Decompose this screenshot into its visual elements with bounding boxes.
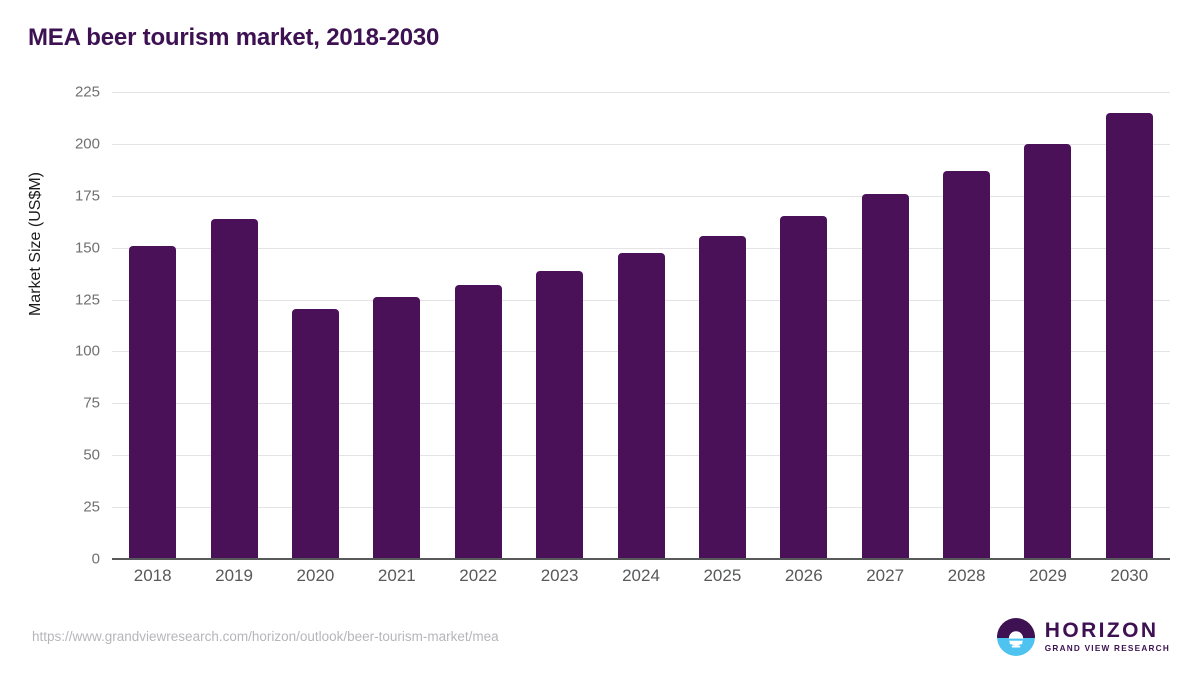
y-tick-label: 150 [74,239,100,257]
x-tick-label: 2027 [866,566,905,585]
bar-2025[interactable] [698,236,746,559]
gridline [112,143,1170,145]
x-tick-label: 2023 [540,566,579,585]
bar-2019[interactable] [210,218,258,559]
plot-area [112,92,1170,560]
y-tick-label: 100 [74,342,100,360]
y-tick-label: 225 [74,83,100,101]
y-tick-label: 50 [83,446,100,464]
brand-logo: HORIZON GRAND VIEW RESEARCH [996,617,1170,657]
horizon-sunset-circle-icon [996,618,1035,656]
x-tick-label: 2020 [296,566,335,585]
x-tick-label: 2030 [1110,566,1149,585]
brand-tagline: GRAND VIEW RESEARCH [1044,644,1170,654]
y-tick-label: 125 [74,291,100,309]
x-tick-label: 2024 [622,566,660,585]
x-tick-label: 2025 [703,566,742,585]
x-tick-label: 2029 [1029,566,1067,585]
brand-name: HORIZON [1044,619,1159,643]
x-tick-label: 2026 [784,566,823,585]
x-axis-tick-labels: 2018 2019 2020 2021 2022 2023 2024 2025 2026 2027… [112,566,1170,596]
x-tick-label: 2019 [215,566,253,585]
source-url[interactable]: https://www.grandviewresearch.com/horizo… [32,629,499,644]
bar-2021[interactable] [373,297,421,559]
bar-2022[interactable] [454,285,502,559]
x-axis-line [112,558,1170,560]
brand-text: HORIZON GRAND VIEW RESEARCH [1045,620,1170,653]
y-axis-tick-labels: 0 25 50 75 100 125 150 175 200 225 [44,84,100,568]
gridline [112,92,1170,93]
y-tick-label: 200 [74,135,100,153]
bar-2018[interactable] [129,245,177,559]
x-tick-label: 2022 [459,566,498,585]
x-tick-label: 2028 [947,566,986,585]
bar-2028[interactable] [943,170,991,559]
bar-2024[interactable] [617,252,665,559]
bar-2020[interactable] [291,308,339,559]
y-axis-title: Market Size (US$M) [27,171,44,317]
bar-2029[interactable] [1024,143,1072,559]
page-title: MEA beer tourism market, 2018-2030 [28,24,440,51]
gridline [112,247,1170,249]
y-tick-label: 0 [91,550,100,568]
x-tick-label: 2018 [133,566,172,585]
bar-2026[interactable] [780,215,828,559]
y-tick-label: 75 [83,394,100,412]
bar-2023[interactable] [536,270,584,559]
bar-2030[interactable] [1105,112,1153,559]
x-tick-label: 2021 [377,566,416,585]
bar-2027[interactable] [861,193,909,559]
y-tick-label: 25 [83,498,100,516]
gridline [112,195,1170,197]
y-tick-label: 175 [74,187,100,205]
